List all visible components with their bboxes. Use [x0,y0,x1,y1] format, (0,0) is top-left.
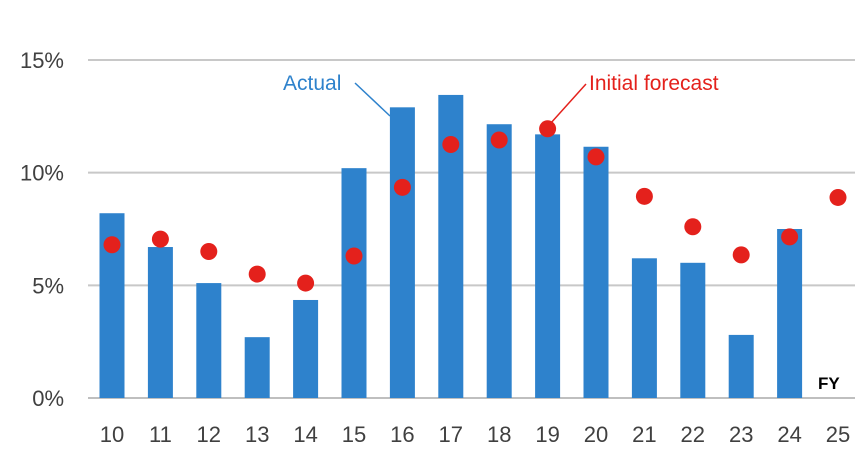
actual-bar [147,247,173,398]
x-tick-label: 18 [487,422,511,447]
forecast-point [732,246,750,264]
actual-bar [196,283,222,398]
forecast-annotation: Initial forecast [589,72,719,95]
forecast-point [393,178,411,196]
x-tick-label: 24 [777,422,801,447]
x-tick-labels: 10 11 12 13 14 15 16 17 18 19 20 21 22 23 24 25 [100,422,850,447]
actual-bar [535,134,561,399]
x-tick-label: 14 [293,422,317,447]
forecast-point [103,236,121,254]
x-tick-label: 13 [245,422,269,447]
forecast-point [829,188,847,206]
forecast-points [103,120,847,292]
forecast-point [539,120,557,138]
forecast-point [442,136,460,153]
x-tick-label: 15 [342,422,366,447]
x-unit-label: FY [818,374,840,393]
actual-bar [244,337,270,398]
forecast-point [297,274,315,292]
actual-bar [680,262,706,398]
actual-annotation: Actual [283,72,341,95]
actual-bar [583,146,609,398]
y-tick-label: 10% [20,161,64,186]
actual-bar [341,168,367,398]
forecast-point [587,148,605,166]
x-tick-label: 17 [439,422,463,447]
y-tick-label: 0% [32,386,64,411]
y-tick-label: 15% [20,48,64,73]
forecast-point [345,247,363,265]
x-tick-label: 16 [390,422,414,447]
forecast-point [151,230,169,248]
y-tick-label: 5% [32,273,64,298]
forecast-leader-line [549,83,587,125]
forecast-point [490,131,508,149]
forecast-point [684,218,702,236]
forecast-point [781,228,799,246]
y-tick-labels: 0% 5% 10% 15% [20,48,64,411]
x-tick-label: 12 [197,422,221,447]
actual-bar [293,299,319,398]
x-tick-label: 11 [149,422,172,447]
x-tick-label: 25 [826,422,850,447]
actual-bar [728,334,754,398]
x-tick-label: 23 [729,422,753,447]
actual-bar [631,258,657,398]
forecast-point [248,265,266,283]
actual-leader-line [354,82,391,117]
actual-bar [777,229,803,398]
actual-bar [389,107,415,398]
x-tick-label: 20 [584,422,608,447]
actual-bar [486,124,512,398]
x-tick-label: 19 [535,422,559,447]
forecast-point [635,187,653,205]
x-tick-label: 21 [632,422,656,447]
forecast-point [200,243,218,261]
x-tick-label: 22 [681,422,705,447]
x-tick-label: 10 [100,422,124,447]
